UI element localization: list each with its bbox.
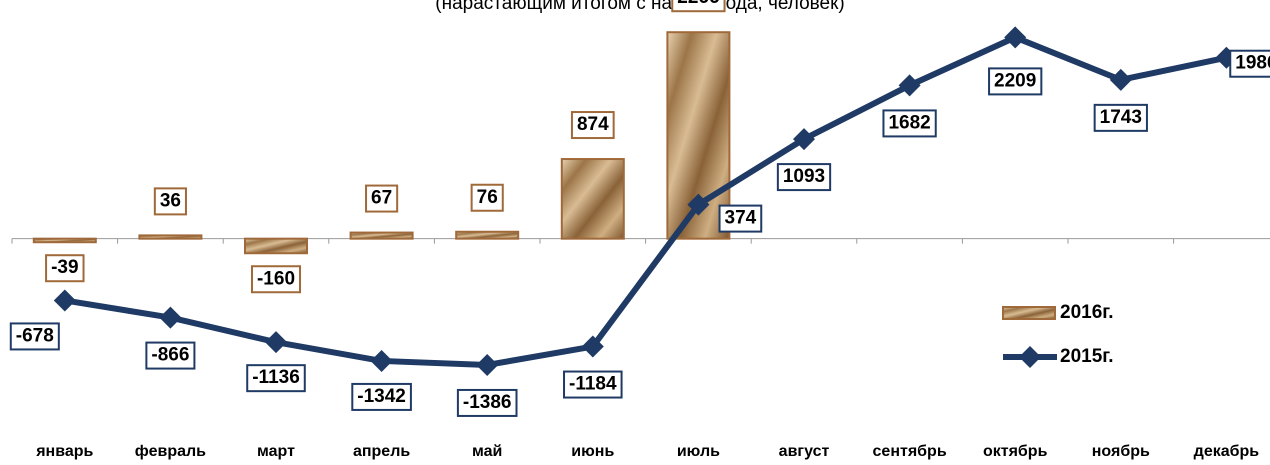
data-label: -160 bbox=[257, 268, 295, 289]
point bbox=[370, 349, 393, 372]
label-frame bbox=[882, 109, 937, 138]
data-label-box: -1386 bbox=[456, 388, 518, 417]
x-tick-label: ноябрь bbox=[1092, 443, 1150, 460]
legend-label: 2016г. bbox=[1060, 302, 1114, 323]
point bbox=[53, 289, 76, 312]
data-label-box: 67 bbox=[365, 184, 399, 213]
label-frame bbox=[718, 204, 763, 233]
x-tick-label: декабрь bbox=[1194, 443, 1260, 460]
data-label-box: 374 bbox=[718, 204, 763, 233]
data-label: 2266 bbox=[677, 0, 719, 8]
data-label-box: 76 bbox=[470, 183, 504, 212]
point bbox=[1109, 68, 1132, 91]
legend-swatch-point bbox=[1019, 346, 1041, 368]
line bbox=[64, 34, 1228, 368]
label-frame bbox=[1229, 49, 1270, 78]
data-label-box: -866 bbox=[145, 341, 196, 370]
legend-swatch bbox=[1002, 306, 1056, 320]
label-frame bbox=[365, 184, 399, 213]
x-tick-label: март bbox=[257, 443, 295, 460]
data-label: -678 bbox=[16, 325, 54, 346]
label-frame bbox=[776, 163, 832, 192]
data-label-box: -678 bbox=[9, 322, 60, 351]
x-tick-label: июнь bbox=[571, 443, 614, 460]
label-frame bbox=[988, 67, 1043, 96]
data-label-box: 1682 bbox=[882, 109, 937, 138]
data-label: 874 bbox=[577, 114, 609, 135]
data-label-box: 874 bbox=[570, 111, 615, 140]
label-frame bbox=[563, 370, 623, 399]
bar bbox=[349, 231, 414, 240]
data-label: 67 bbox=[371, 188, 392, 209]
bar bbox=[560, 158, 625, 240]
label-frame bbox=[351, 382, 412, 411]
x-tick-label: октябрь bbox=[983, 443, 1048, 460]
data-label: -866 bbox=[151, 345, 189, 366]
x-tick-label: август bbox=[779, 443, 830, 460]
data-label: 1682 bbox=[888, 112, 930, 133]
point bbox=[159, 306, 182, 329]
label-frame bbox=[9, 322, 60, 351]
point bbox=[793, 128, 815, 151]
data-label: 2209 bbox=[994, 70, 1036, 91]
data-label: -1342 bbox=[357, 386, 406, 407]
x-tick-label: февраль bbox=[135, 443, 206, 460]
bar bbox=[244, 237, 308, 255]
data-label-box: -1184 bbox=[563, 370, 623, 399]
data-label-box: 1743 bbox=[1093, 103, 1148, 132]
label-frame bbox=[246, 364, 306, 393]
bar bbox=[455, 230, 520, 240]
label-frame bbox=[1093, 103, 1148, 132]
data-label-box: -39 bbox=[45, 254, 85, 283]
label-frame bbox=[470, 183, 504, 212]
label-frame bbox=[145, 341, 196, 370]
data-label: 76 bbox=[477, 187, 498, 208]
data-label: 374 bbox=[725, 208, 757, 229]
point bbox=[265, 331, 287, 354]
point bbox=[476, 353, 499, 376]
data-label: -39 bbox=[51, 257, 78, 278]
point bbox=[898, 74, 921, 97]
point bbox=[581, 335, 604, 358]
x-tick-label: апрель bbox=[353, 443, 410, 460]
data-label-box: 2209 bbox=[988, 67, 1043, 96]
x-tick-label: сентябрь bbox=[873, 443, 947, 460]
label-frame bbox=[456, 388, 518, 417]
point bbox=[1004, 26, 1027, 49]
data-label-box: 1093 bbox=[776, 163, 832, 192]
data-label-box: -1136 bbox=[246, 364, 306, 393]
data-label: 1743 bbox=[1100, 107, 1142, 128]
data-label: 1986 bbox=[1235, 53, 1270, 74]
point bbox=[687, 193, 710, 216]
data-label: -1184 bbox=[569, 374, 617, 395]
data-label-box: 1986 bbox=[1229, 49, 1270, 78]
label-frame bbox=[45, 254, 85, 283]
data-label: -1386 bbox=[463, 392, 512, 413]
label-frame bbox=[153, 187, 187, 216]
x-tick-label: май bbox=[472, 443, 502, 460]
data-label-box: -1342 bbox=[351, 382, 412, 411]
x-tick-label: январь bbox=[35, 443, 93, 460]
data-label: 36 bbox=[160, 190, 181, 211]
x-tick-label: июль bbox=[677, 443, 720, 460]
label-frame bbox=[250, 265, 302, 294]
data-label: 1093 bbox=[783, 166, 825, 187]
label-frame bbox=[671, 0, 726, 13]
bar bbox=[32, 237, 97, 244]
bar bbox=[138, 234, 203, 240]
label-frame bbox=[570, 111, 615, 140]
legend-label: 2015г. bbox=[1060, 346, 1114, 367]
chart-title: (нарастающим итогом с начала года, челов… bbox=[435, 0, 844, 14]
data-label-box: 36 bbox=[153, 187, 187, 216]
data-label-box: -160 bbox=[250, 265, 302, 294]
data-label-box: 2266 bbox=[671, 0, 726, 13]
data-label: -1136 bbox=[252, 367, 300, 388]
